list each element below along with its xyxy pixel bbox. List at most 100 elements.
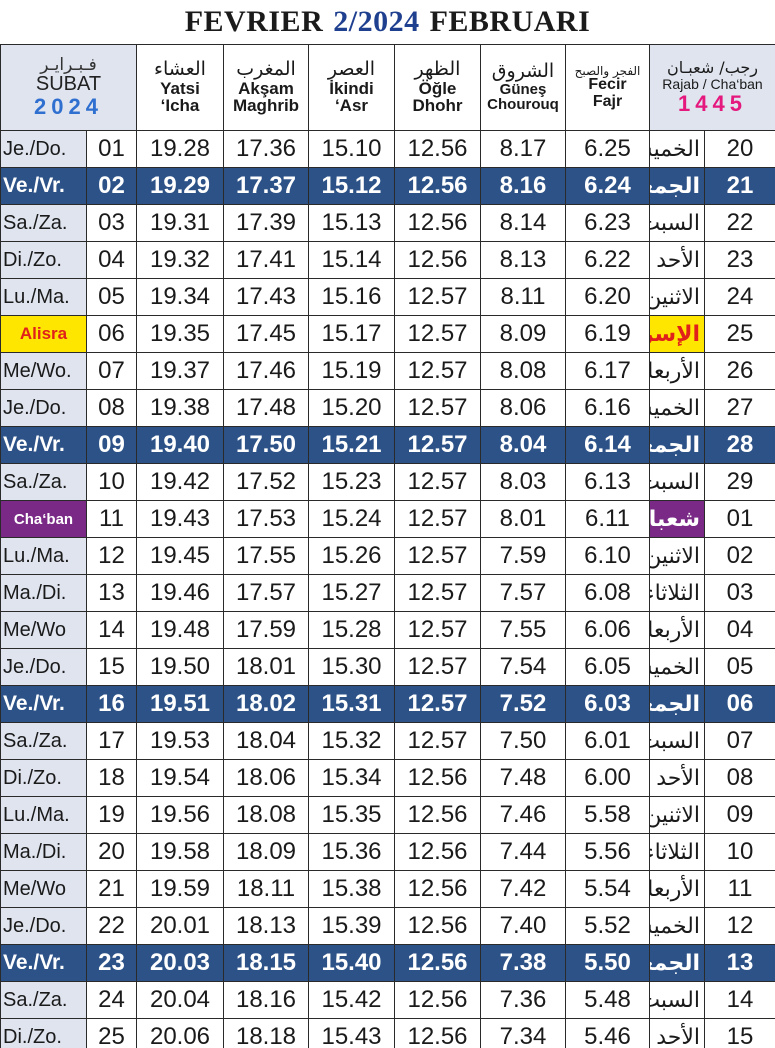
- hijri-weekday-cell: الاثنين: [650, 797, 705, 834]
- header-date-arabic: فـبـرايـر: [40, 54, 97, 75]
- hijri-weekday-cell: الجمعة: [650, 427, 705, 464]
- date-cell: 06: [87, 316, 137, 353]
- date-cell: 08: [87, 390, 137, 427]
- dhuhr-time: 12.57: [395, 316, 481, 353]
- fajr-time: 6.10: [566, 538, 650, 575]
- header-isha-line2: ‘Icha: [160, 96, 200, 116]
- header-fajr-line2: Fajr: [592, 92, 623, 110]
- hijri-weekday-cell: السبت: [650, 464, 705, 501]
- hijri-date-cell: 26: [705, 353, 775, 390]
- maghrib-time: 17.36: [224, 131, 309, 168]
- sunrise-time: 8.06: [481, 390, 566, 427]
- dhuhr-time: 12.56: [395, 131, 481, 168]
- fajr-time: 6.23: [566, 205, 650, 242]
- sunrise-time: 7.50: [481, 723, 566, 760]
- header-fajr: الفجر والصبح Fecir Fajr: [566, 45, 650, 131]
- isha-time: 19.50: [137, 649, 224, 686]
- weekday-cell: Ma./Di.: [1, 575, 87, 612]
- hijri-date-cell: 04: [705, 612, 775, 649]
- isha-time: 19.58: [137, 834, 224, 871]
- date-cell: 25: [87, 1019, 137, 1048]
- asr-time: 15.36: [309, 834, 395, 871]
- hijri-weekday-cell: الثلاثاء: [650, 834, 705, 871]
- isha-time: 19.35: [137, 316, 224, 353]
- date-cell: 13: [87, 575, 137, 612]
- maghrib-time: 18.01: [224, 649, 309, 686]
- maghrib-time: 17.39: [224, 205, 309, 242]
- sunrise-time: 7.48: [481, 760, 566, 797]
- hijri-weekday-cell: السبت: [650, 723, 705, 760]
- maghrib-time: 18.09: [224, 834, 309, 871]
- fajr-time: 6.16: [566, 390, 650, 427]
- weekday-cell: Ve./Vr.: [1, 168, 87, 205]
- sunrise-time: 8.04: [481, 427, 566, 464]
- dhuhr-time: 12.57: [395, 353, 481, 390]
- sunrise-time: 8.14: [481, 205, 566, 242]
- header-dhuhr: الظهر Öğle Dhohr: [395, 45, 481, 131]
- dhuhr-time: 12.56: [395, 205, 481, 242]
- asr-time: 15.27: [309, 575, 395, 612]
- maghrib-time: 17.59: [224, 612, 309, 649]
- isha-time: 19.28: [137, 131, 224, 168]
- date-cell: 17: [87, 723, 137, 760]
- fajr-time: 6.11: [566, 501, 650, 538]
- sunrise-time: 8.16: [481, 168, 566, 205]
- date-cell: 16: [87, 686, 137, 723]
- hijri-date-cell: 03: [705, 575, 775, 612]
- isha-time: 19.40: [137, 427, 224, 464]
- asr-time: 15.34: [309, 760, 395, 797]
- title-left: FEVRIER: [184, 5, 324, 38]
- asr-time: 15.32: [309, 723, 395, 760]
- sunrise-time: 7.34: [481, 1019, 566, 1048]
- dhuhr-time: 12.57: [395, 538, 481, 575]
- hijri-weekday-cell: الثلاثاء: [650, 575, 705, 612]
- hijri-weekday-cell: شعبان: [650, 501, 705, 538]
- isha-time: 19.56: [137, 797, 224, 834]
- fajr-time: 6.17: [566, 353, 650, 390]
- hijri-weekday-cell: الاثنين: [650, 538, 705, 575]
- dhuhr-time: 12.56: [395, 871, 481, 908]
- header-date-latin: SUBAT: [35, 73, 102, 96]
- dhuhr-time: 12.56: [395, 945, 481, 982]
- date-cell: 19: [87, 797, 137, 834]
- weekday-cell: Ve./Vr.: [1, 945, 87, 982]
- hijri-date-cell: 15: [705, 1019, 775, 1048]
- maghrib-time: 17.46: [224, 353, 309, 390]
- hijri-weekday-cell: الجمعة: [650, 168, 705, 205]
- prayer-times-table: فـبـرايـر SUBAT 2024 العشاء Yatsi ‘Icha …: [0, 44, 775, 1048]
- weekday-cell: Lu./Ma.: [1, 279, 87, 316]
- header-maghrib: المغرب Akşam Maghrib: [224, 45, 309, 131]
- asr-time: 15.43: [309, 1019, 395, 1048]
- isha-time: 19.37: [137, 353, 224, 390]
- sunrise-time: 7.46: [481, 797, 566, 834]
- asr-time: 15.10: [309, 131, 395, 168]
- hijri-weekday-cell: الاثنين: [650, 279, 705, 316]
- weekday-cell: Ve./Vr.: [1, 686, 87, 723]
- hijri-date-cell: 10: [705, 834, 775, 871]
- isha-time: 19.29: [137, 168, 224, 205]
- date-cell: 18: [87, 760, 137, 797]
- asr-time: 15.26: [309, 538, 395, 575]
- dhuhr-time: 12.57: [395, 501, 481, 538]
- sunrise-time: 8.08: [481, 353, 566, 390]
- title-right: FEBRUARI: [429, 5, 591, 38]
- isha-time: 20.03: [137, 945, 224, 982]
- header-asr: العصر İkindi ‘Asr: [309, 45, 395, 131]
- hijri-weekday-cell: الخميس: [650, 908, 705, 945]
- isha-time: 20.04: [137, 982, 224, 1019]
- asr-time: 15.35: [309, 797, 395, 834]
- hijri-date-cell: 06: [705, 686, 775, 723]
- dhuhr-time: 12.56: [395, 760, 481, 797]
- header-isha: العشاء Yatsi ‘Icha: [137, 45, 224, 131]
- hijri-date-cell: 24: [705, 279, 775, 316]
- weekday-cell: Lu./Ma.: [1, 797, 87, 834]
- header-asr-arabic: العصر: [327, 57, 376, 80]
- asr-time: 15.17: [309, 316, 395, 353]
- header-isha-arabic: العشاء: [154, 57, 206, 80]
- header-dhuhr-line1: Öğle: [418, 78, 457, 98]
- date-cell: 14: [87, 612, 137, 649]
- dhuhr-time: 12.57: [395, 649, 481, 686]
- hijri-date-cell: 28: [705, 427, 775, 464]
- fajr-time: 6.25: [566, 131, 650, 168]
- header-hijri-latin: Rajab / Cha‘ban: [662, 76, 763, 92]
